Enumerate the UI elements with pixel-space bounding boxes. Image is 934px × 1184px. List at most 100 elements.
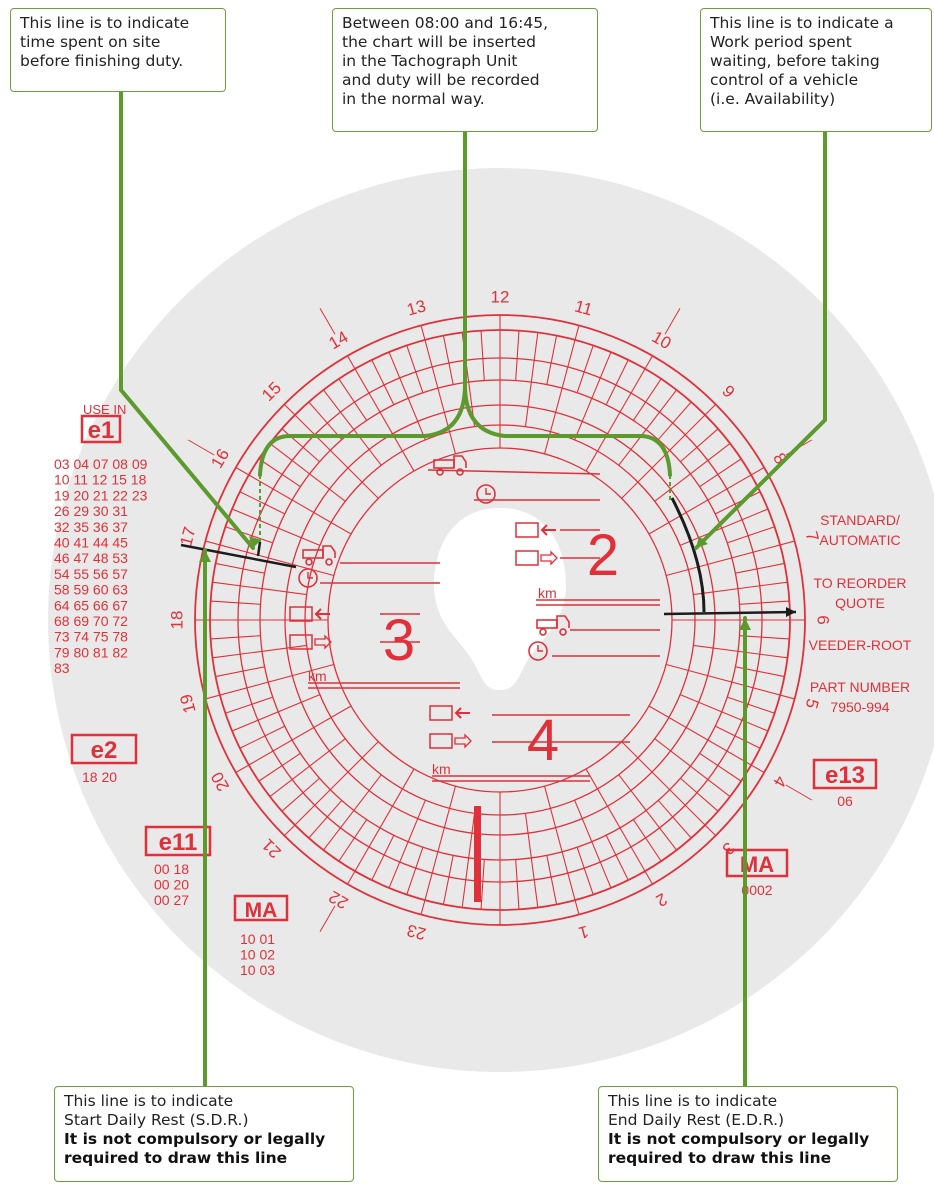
hour-label: 6 xyxy=(814,615,833,624)
hour-label: 11 xyxy=(573,297,595,320)
e13-box xyxy=(812,758,878,790)
e1-box xyxy=(80,414,122,444)
code-line: 68 69 70 72 xyxy=(54,613,128,629)
time-tick xyxy=(693,644,788,659)
time-tick xyxy=(258,458,301,488)
time-tick xyxy=(515,859,520,910)
time-tick xyxy=(715,725,761,749)
time-tick xyxy=(283,741,379,837)
time-tick xyxy=(680,428,719,463)
code-line: 83 xyxy=(54,660,70,676)
code-line: 26 29 30 31 xyxy=(54,503,128,519)
code-line: 73 74 75 78 xyxy=(54,629,128,645)
record-group-2 xyxy=(427,469,660,606)
time-tick xyxy=(665,540,795,577)
callout-note: required to draw this line xyxy=(64,1149,288,1167)
km-box-icon xyxy=(429,705,453,721)
time-tick xyxy=(212,581,307,596)
right-panel-text: 7950-994 xyxy=(830,699,889,715)
time-tick xyxy=(420,785,457,915)
grid-line xyxy=(785,784,813,801)
time-tick xyxy=(679,694,769,732)
time-tick xyxy=(225,696,273,714)
record-group-4 xyxy=(432,629,660,782)
time-tick xyxy=(347,355,415,472)
time-tick xyxy=(283,403,379,499)
e13-mark: e13 xyxy=(825,762,865,789)
time-tick xyxy=(715,491,761,515)
record-group-3 xyxy=(308,562,460,689)
time-tick xyxy=(480,859,485,910)
callout-line: waiting, before taking xyxy=(710,52,880,70)
time-tick xyxy=(546,335,558,385)
ma-box-left xyxy=(233,894,289,922)
callout-line: Start Daily Rest (S.D.R.) xyxy=(64,1111,249,1129)
time-tick xyxy=(543,325,580,455)
time-tick xyxy=(371,359,395,405)
grid-line xyxy=(187,439,215,456)
code-line: 00 18 xyxy=(154,861,189,877)
crew-numbers: 2 3 4 km km km xyxy=(308,523,619,777)
e1-mark: e1 xyxy=(88,417,115,444)
code-line: 32 35 36 37 xyxy=(54,519,128,535)
time-tick xyxy=(727,696,775,714)
time-tick xyxy=(618,774,677,851)
time-tick xyxy=(585,768,653,885)
km-box-icon xyxy=(515,522,539,538)
callout-line: time spent on site xyxy=(20,33,161,51)
arrow-head-icon xyxy=(739,618,751,630)
clock-icon xyxy=(298,568,318,588)
connector-finish xyxy=(119,90,255,550)
km-box-icon xyxy=(289,634,313,650)
time-tick xyxy=(281,777,320,812)
callout-line: control of a vehicle xyxy=(710,71,859,89)
callout-line: Work period spent xyxy=(710,33,852,51)
truck-icon xyxy=(536,615,570,636)
right-panel-text: PART NUMBER xyxy=(810,679,910,695)
finish-duty-tick xyxy=(256,541,262,557)
callout-line: in the normal way. xyxy=(342,90,485,108)
callout-note: It is not compulsory or legally xyxy=(64,1130,326,1148)
time-tick xyxy=(621,741,717,837)
callout-line: and duty will be recorded xyxy=(342,71,540,89)
clock-hands-icon xyxy=(537,645,543,652)
clock-icon xyxy=(528,641,548,661)
finish-duty-line xyxy=(180,543,297,569)
hour-label: 12 xyxy=(491,287,510,306)
km-label: km xyxy=(538,585,557,601)
km-box-icon xyxy=(515,550,539,566)
time-tick xyxy=(480,330,485,381)
e11-box xyxy=(144,825,212,857)
time-tick xyxy=(739,600,790,605)
clock-hands-icon xyxy=(307,572,313,579)
crew-number: 3 xyxy=(383,608,415,673)
code-line: 19 20 21 22 23 xyxy=(54,487,148,503)
connector-insert-right xyxy=(463,383,672,477)
center-hole xyxy=(434,508,566,690)
arrow-right-icon xyxy=(540,550,558,566)
time-tick xyxy=(576,847,594,895)
use-in-label: USE IN xyxy=(83,402,126,417)
time-tick xyxy=(654,443,731,502)
end-daily-rest-line xyxy=(663,610,797,616)
code-line: 10 02 xyxy=(240,947,275,963)
time-tick xyxy=(239,491,285,515)
callout-note: It is not compulsory or legally xyxy=(608,1130,870,1148)
callout-connectors xyxy=(119,90,827,1088)
callout-availability: This line is to indicate a Work period sp… xyxy=(700,8,932,132)
arrow-head-icon xyxy=(249,536,261,548)
code-line: 00 27 xyxy=(154,892,189,908)
time-tick xyxy=(371,835,395,881)
time-tick xyxy=(618,389,677,466)
arrow-head-icon xyxy=(199,550,211,562)
availability-line xyxy=(670,497,706,613)
grid-line xyxy=(664,307,681,335)
time-tick xyxy=(648,467,765,535)
arrow-left-icon xyxy=(454,707,470,719)
time-tick xyxy=(574,799,612,889)
time-tick xyxy=(338,819,368,862)
time-tick xyxy=(420,325,457,455)
time-tick xyxy=(269,443,346,502)
